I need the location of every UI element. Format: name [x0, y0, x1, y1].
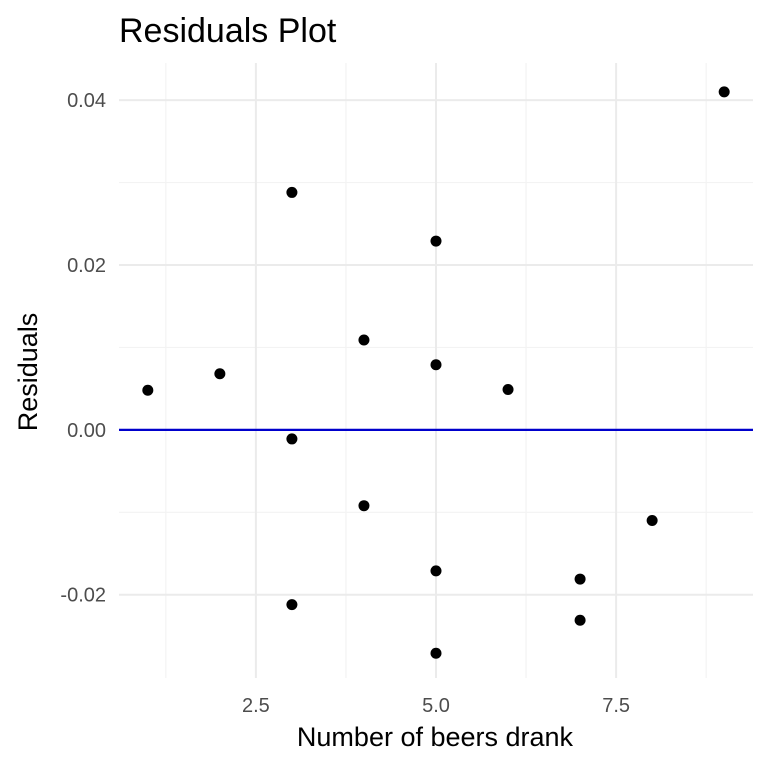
data-point [502, 383, 514, 395]
data-point [358, 334, 370, 346]
x-tick-label: 7.5 [602, 695, 630, 717]
data-point [286, 599, 298, 611]
data-point [574, 614, 586, 626]
grid [119, 63, 753, 678]
data-point [574, 573, 586, 585]
x-axis-title: Number of beers drank [297, 722, 574, 752]
points-layer [142, 86, 730, 659]
data-point [718, 86, 730, 98]
y-tick-label: -0.02 [60, 585, 106, 607]
data-point [430, 565, 442, 577]
data-point [286, 433, 298, 445]
data-point [286, 186, 298, 198]
y-tick-label: 0.04 [67, 90, 106, 112]
data-point [646, 515, 658, 527]
y-tick-label: 0.00 [67, 420, 106, 442]
chart-title: Residuals Plot [119, 12, 337, 50]
data-point [142, 384, 154, 396]
data-point [430, 647, 442, 659]
data-point [358, 500, 370, 512]
tick-labels: 2.5 5.0 7.5 -0.02 0.00 0.02 0.04 [60, 90, 630, 717]
x-tick-label: 2.5 [242, 695, 270, 717]
x-tick-label: 5.0 [422, 695, 450, 717]
data-point [430, 235, 442, 247]
data-point [214, 368, 226, 380]
data-point [430, 359, 442, 371]
y-tick-label: 0.02 [67, 255, 106, 277]
y-axis-title: Residuals [13, 313, 43, 432]
